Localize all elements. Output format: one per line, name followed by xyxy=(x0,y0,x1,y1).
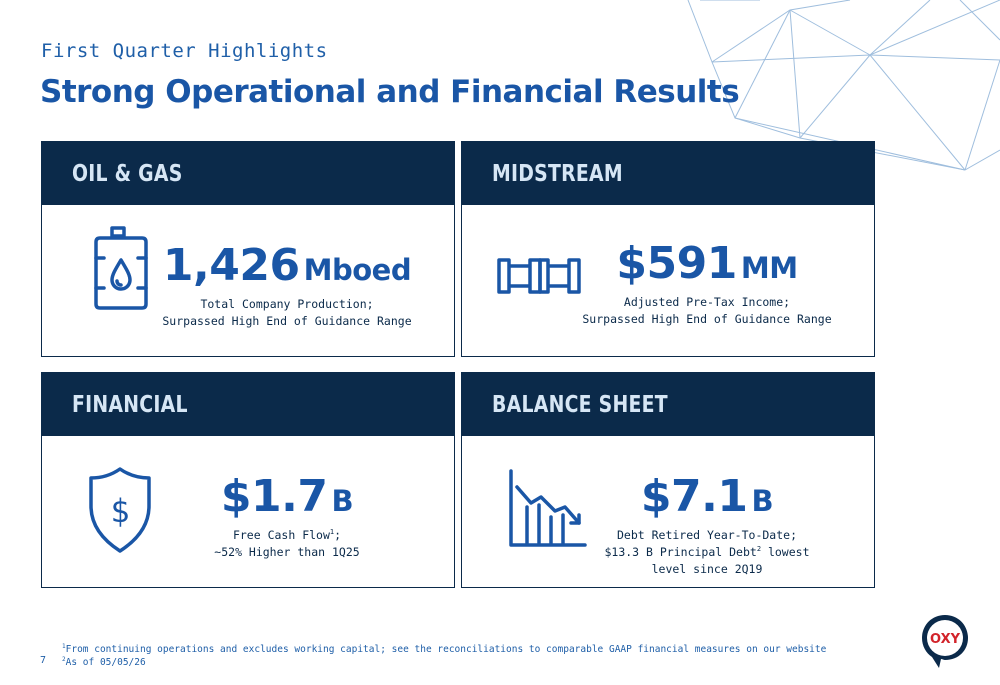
desc-line: Surpassed High End of Guidance Range xyxy=(582,312,832,326)
card-financial: FINANCIAL $ $1.7 B Free Cash Flow1; ~52% … xyxy=(41,372,455,588)
card-header: OIL & GAS xyxy=(42,142,454,205)
desc-line: Free Cash Flow1; xyxy=(232,528,342,542)
page-number: 7 xyxy=(40,655,47,666)
footnote-text: From continuing operations and excludes … xyxy=(65,644,827,655)
footnote-mark: 2 xyxy=(62,655,66,663)
footnote-text: As of 05/05/26 xyxy=(65,657,146,668)
desc-text: lowest xyxy=(761,545,810,559)
footnote-ref: 1 xyxy=(329,528,335,537)
card-midstream: MIDSTREAM $591 MM Adjusted Pre-Tax Income… xyxy=(461,141,875,357)
metric-description: Adjusted Pre-Tax Income; Surpassed High … xyxy=(572,294,842,328)
metric-value: 1,426 Mboed xyxy=(152,244,422,288)
metric: 1,426 Mboed Total Company Production; Sur… xyxy=(152,244,422,330)
value-number: 1,426 xyxy=(162,240,300,291)
logo-text: OXY xyxy=(930,632,961,647)
metric: $591 MM Adjusted Pre-Tax Income; Surpasse… xyxy=(572,242,842,328)
desc-text: $13.3 B Principal Debt xyxy=(604,545,757,559)
desc-line: Total Company Production; xyxy=(200,297,374,311)
value-unit: B xyxy=(751,484,774,518)
footnote-mark: 1 xyxy=(62,642,66,650)
shield-dollar-icon: $ xyxy=(89,467,151,553)
pipeline-icon xyxy=(497,258,581,294)
value-number: $7.1 xyxy=(640,471,748,522)
card-oil-gas: OIL & GAS 1,426 Mboed Total Company Produ… xyxy=(41,141,455,357)
desc-line: Debt Retired Year-To-Date; xyxy=(616,528,797,542)
card-heading: OIL & GAS xyxy=(72,160,183,187)
svg-text:$: $ xyxy=(110,492,129,530)
value-unit: B xyxy=(331,484,354,518)
card-heading: BALANCE SHEET xyxy=(492,391,668,418)
footnote-ref: 2 xyxy=(756,545,762,554)
desc-line: ~52% Higher than 1Q25 xyxy=(214,545,360,559)
desc-line: Surpassed High End of Guidance Range xyxy=(162,314,412,328)
metric-value: $7.1 B xyxy=(572,475,842,519)
oxy-logo: OXY xyxy=(922,615,968,668)
card-heading: MIDSTREAM xyxy=(492,160,623,187)
value-number: $591 xyxy=(616,238,737,289)
footnotes: 1From continuing operations and excludes… xyxy=(62,643,826,669)
metric: $7.1 B Debt Retired Year-To-Date; $13.3 B… xyxy=(572,475,842,578)
metric-value: $591 MM xyxy=(572,242,842,286)
value-unit: MM xyxy=(740,251,798,285)
card-balance-sheet: BALANCE SHEET $7.1 B Debt Retired Year-To… xyxy=(461,372,875,588)
value-unit: Mboed xyxy=(303,253,412,287)
footnote-1: 1From continuing operations and excludes… xyxy=(62,643,826,656)
metric-description: Total Company Production; Surpassed High… xyxy=(152,296,422,330)
metric-description: Free Cash Flow1; ~52% Higher than 1Q25 xyxy=(152,527,422,561)
card-header: FINANCIAL xyxy=(42,373,454,436)
section-kicker: First Quarter Highlights xyxy=(41,40,328,62)
desc-text: Free Cash Flow xyxy=(232,528,330,542)
card-heading: FINANCIAL xyxy=(72,391,188,418)
desc-line: level since 2Q19 xyxy=(651,562,763,576)
metric-description: Debt Retired Year-To-Date; $13.3 B Princ… xyxy=(572,527,842,578)
footnote-2: 2As of 05/05/26 xyxy=(62,656,826,669)
value-number: $1.7 xyxy=(220,471,328,522)
metric-value: $1.7 B xyxy=(152,475,422,519)
declining-chart-icon xyxy=(509,469,587,547)
desc-line: $13.3 B Principal Debt2 lowest xyxy=(572,544,842,561)
card-header: MIDSTREAM xyxy=(462,142,874,205)
oil-barrel-icon xyxy=(94,226,148,310)
card-header: BALANCE SHEET xyxy=(462,373,874,436)
page-title: Strong Operational and Financial Results xyxy=(40,74,740,110)
metric: $1.7 B Free Cash Flow1; ~52% Higher than … xyxy=(152,475,422,561)
desc-line: Adjusted Pre-Tax Income; xyxy=(623,295,791,309)
